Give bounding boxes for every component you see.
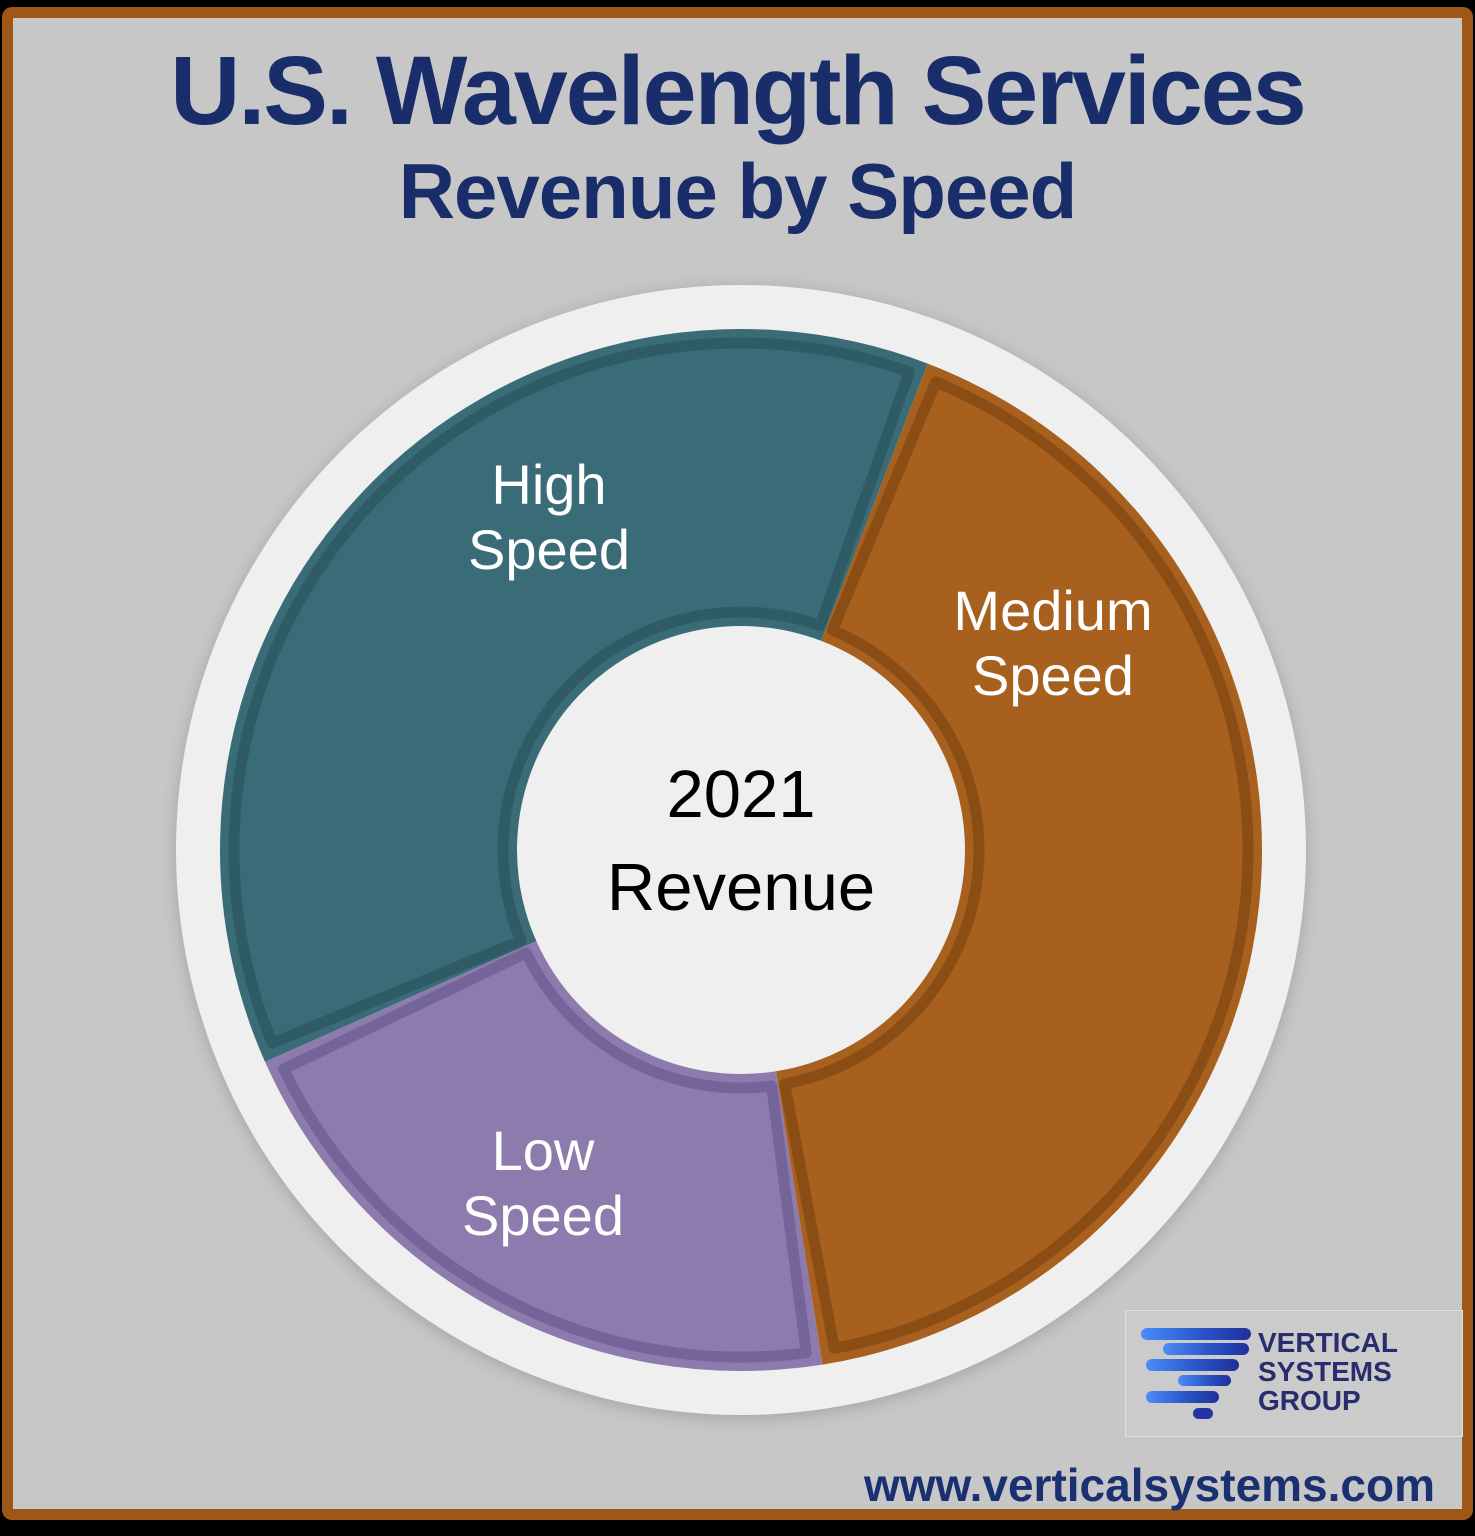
- logo-word-group: GROUP: [1258, 1385, 1361, 1416]
- center-label: 2021 Revenue: [607, 748, 875, 934]
- page-title: U.S. Wavelength Services: [170, 36, 1306, 145]
- page-subtitle: Revenue by Speed: [398, 146, 1078, 235]
- logo-bar-icon: [1193, 1408, 1213, 1419]
- center-label-year: 2021: [666, 757, 816, 832]
- logo-wordmark: VERTICAL SYSTEMS GROUP: [1258, 1328, 1398, 1415]
- segment-low-speed: [265, 941, 823, 1371]
- label-low-speed: Low Speed: [462, 1118, 624, 1248]
- segment-inset-outline-low-speed: [278, 947, 812, 1363]
- segment-inset-outline-medium-speed: [779, 376, 1254, 1354]
- label-low-speed-line2: Speed: [462, 1184, 624, 1247]
- label-medium-speed-line2: Speed: [972, 644, 1134, 707]
- website-url[interactable]: www.verticalsystems.com: [863, 1459, 1435, 1511]
- center-label-revenue: Revenue: [606, 850, 876, 925]
- label-medium-speed-line1: Medium: [953, 579, 1153, 642]
- logo-bar-icon: [1178, 1375, 1231, 1386]
- vertical-systems-group-logo: VERTICAL SYSTEMS GROUP: [1125, 1310, 1463, 1437]
- label-medium-speed: Medium Speed: [953, 578, 1152, 708]
- label-high-speed-line2: Speed: [468, 518, 630, 581]
- label-high-speed-line1: High: [491, 453, 607, 516]
- logo-bar-icon: [1146, 1359, 1239, 1371]
- segment-medium-speed: [776, 363, 1262, 1365]
- label-high-speed: High Speed: [468, 452, 630, 582]
- segment-high-speed: [220, 328, 928, 1062]
- title-block: U.S. Wavelength Services Revenue by Spee…: [0, 36, 1475, 235]
- logo-word-systems: SYSTEMS: [1258, 1356, 1392, 1387]
- logo-bar-icon: [1163, 1343, 1249, 1355]
- logo-funnel-bars-icon: [1126, 1311, 1462, 1436]
- logo-word-vertical: VERTICAL: [1258, 1327, 1398, 1358]
- segment-inset-outline-high-speed: [228, 337, 915, 1049]
- label-low-speed-line1: Low: [491, 1119, 595, 1182]
- logo-bar-icon: [1146, 1391, 1219, 1403]
- logo-bar-icon: [1141, 1328, 1251, 1340]
